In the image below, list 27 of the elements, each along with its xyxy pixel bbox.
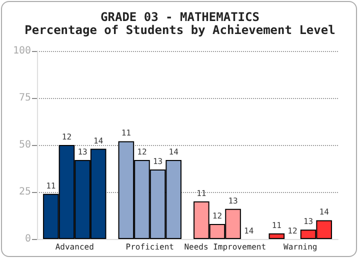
x-tick-label: Warning	[284, 242, 318, 252]
y-tick-label: 50	[18, 140, 31, 150]
y-tick-label: 0	[24, 234, 31, 244]
y-tick-label: 25	[18, 186, 31, 198]
text: 11	[121, 128, 131, 138]
text: 12	[137, 148, 147, 157]
text: 13	[152, 156, 163, 166]
text: 13	[228, 196, 238, 206]
series-label: 12	[62, 132, 72, 142]
chart-subtitle: Percentage of Students by Achievement Level	[24, 23, 336, 37]
text: 12	[288, 226, 298, 236]
text: 14	[168, 148, 178, 157]
text: 11	[272, 220, 282, 230]
x-tick-label: Advanced	[55, 242, 94, 252]
text: 11	[196, 188, 206, 198]
text: 12	[212, 211, 222, 220]
text: 14	[319, 208, 329, 217]
series-label: 14	[94, 136, 104, 146]
y-tick-label: 100	[12, 46, 31, 56]
series-label: 11	[46, 181, 56, 190]
chart-title: GRADE 03 - MATHEMATICS	[100, 10, 260, 24]
x-tick-label: Needs Improvement	[184, 242, 266, 252]
y-tick-label: 75	[18, 92, 31, 104]
text: 14	[244, 226, 254, 236]
text: 13	[303, 217, 314, 226]
x-tick-label: Proficient	[126, 242, 174, 252]
series-label: 13	[78, 148, 88, 157]
